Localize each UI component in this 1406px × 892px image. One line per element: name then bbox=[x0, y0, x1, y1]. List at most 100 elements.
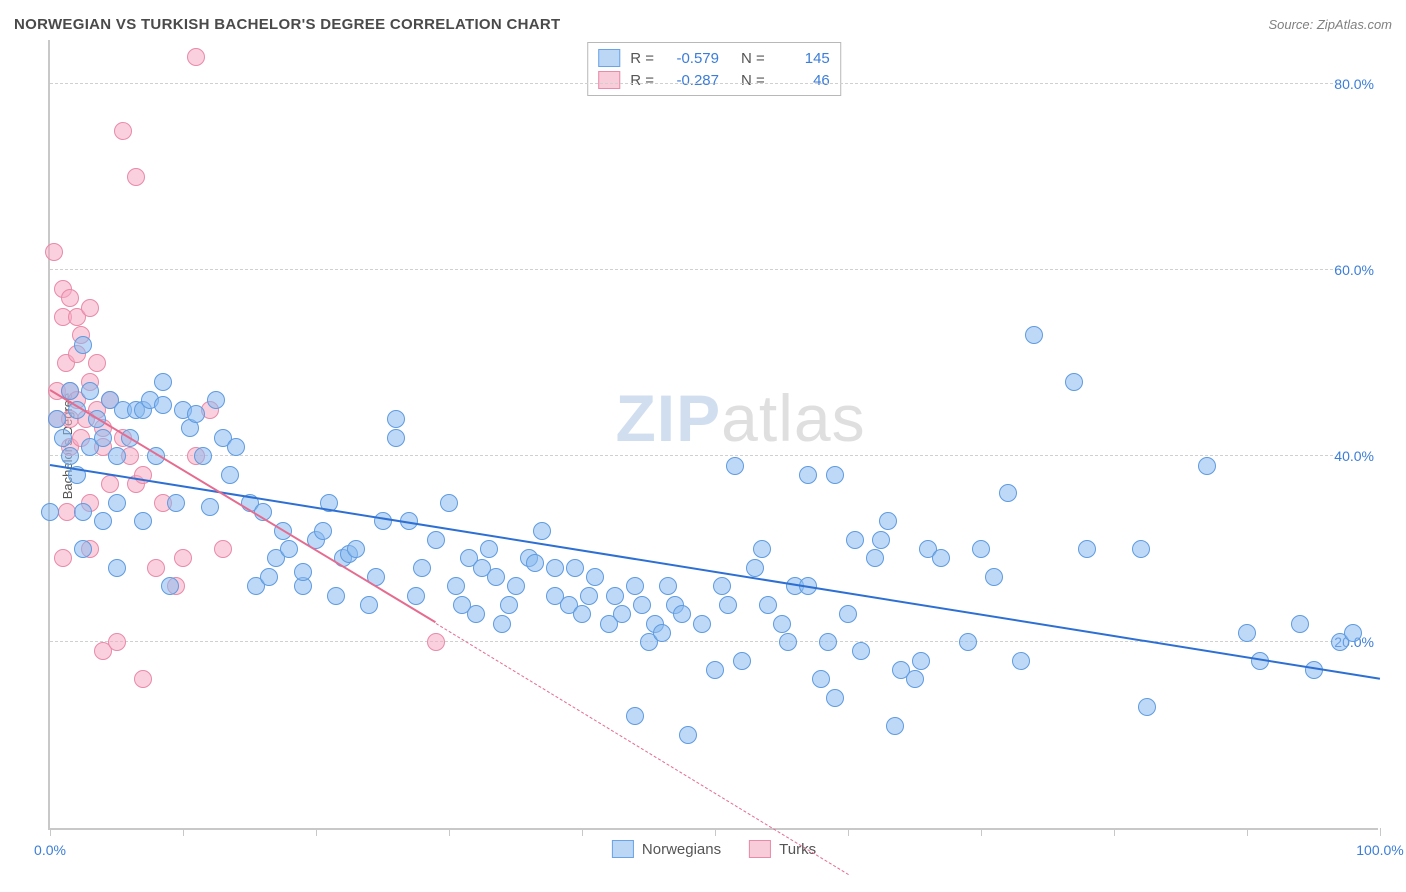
data-point bbox=[493, 615, 511, 633]
data-point bbox=[480, 540, 498, 558]
data-point bbox=[706, 661, 724, 679]
x-tick-label: 0.0% bbox=[34, 842, 66, 858]
data-point bbox=[127, 168, 145, 186]
data-point bbox=[526, 554, 544, 572]
x-tick bbox=[1247, 828, 1248, 836]
data-point bbox=[407, 587, 425, 605]
data-point bbox=[81, 382, 99, 400]
data-point bbox=[985, 568, 1003, 586]
data-point bbox=[134, 670, 152, 688]
data-point bbox=[61, 289, 79, 307]
data-point bbox=[134, 512, 152, 530]
x-tick bbox=[1114, 828, 1115, 836]
data-point bbox=[606, 587, 624, 605]
data-point bbox=[839, 605, 857, 623]
r-value: -0.287 bbox=[664, 72, 719, 89]
data-point bbox=[221, 466, 239, 484]
x-tick bbox=[50, 828, 51, 836]
series-legend: NorwegiansTurks bbox=[612, 840, 816, 858]
data-point bbox=[1291, 615, 1309, 633]
data-point bbox=[719, 596, 737, 614]
data-point bbox=[167, 494, 185, 512]
data-point bbox=[826, 466, 844, 484]
data-point bbox=[932, 549, 950, 567]
data-point bbox=[54, 549, 72, 567]
data-point bbox=[812, 670, 830, 688]
data-point bbox=[613, 605, 631, 623]
r-label: R = bbox=[630, 72, 654, 89]
stats-legend: R =-0.579N =145R =-0.287N =46 bbox=[587, 42, 841, 96]
data-point bbox=[819, 633, 837, 651]
data-point bbox=[187, 405, 205, 423]
x-tick bbox=[316, 828, 317, 836]
x-tick-label: 100.0% bbox=[1356, 842, 1403, 858]
legend-swatch bbox=[598, 49, 620, 67]
y-tick-label: 40.0% bbox=[1334, 448, 1380, 464]
data-point bbox=[194, 447, 212, 465]
data-point bbox=[314, 522, 332, 540]
data-point bbox=[972, 540, 990, 558]
x-tick bbox=[848, 828, 849, 836]
data-point bbox=[94, 429, 112, 447]
gridline bbox=[50, 641, 1378, 642]
gridline bbox=[50, 269, 1378, 270]
data-point bbox=[580, 587, 598, 605]
legend-stat-row: R =-0.287N =46 bbox=[598, 69, 830, 91]
data-point bbox=[154, 373, 172, 391]
x-tick bbox=[449, 828, 450, 836]
data-point bbox=[573, 605, 591, 623]
data-point bbox=[467, 605, 485, 623]
x-tick bbox=[715, 828, 716, 836]
data-point bbox=[440, 494, 458, 512]
data-point bbox=[161, 577, 179, 595]
data-point bbox=[101, 475, 119, 493]
data-point bbox=[154, 396, 172, 414]
data-point bbox=[912, 652, 930, 670]
data-point bbox=[207, 391, 225, 409]
data-point bbox=[713, 577, 731, 595]
data-point bbox=[507, 577, 525, 595]
data-point bbox=[54, 429, 72, 447]
data-point bbox=[327, 587, 345, 605]
data-point bbox=[41, 503, 59, 521]
data-point bbox=[114, 122, 132, 140]
data-point bbox=[108, 633, 126, 651]
data-point bbox=[673, 605, 691, 623]
r-label: R = bbox=[630, 50, 654, 67]
data-point bbox=[846, 531, 864, 549]
data-point bbox=[1012, 652, 1030, 670]
data-point bbox=[360, 596, 378, 614]
watermark-part1: ZIP bbox=[615, 381, 721, 455]
data-point bbox=[88, 354, 106, 372]
gridline bbox=[50, 83, 1378, 84]
data-point bbox=[1065, 373, 1083, 391]
legend-swatch bbox=[749, 840, 771, 858]
data-point bbox=[626, 707, 644, 725]
r-value: -0.579 bbox=[664, 50, 719, 67]
data-point bbox=[94, 512, 112, 530]
x-tick bbox=[981, 828, 982, 836]
data-point bbox=[733, 652, 751, 670]
data-point bbox=[387, 410, 405, 428]
data-point bbox=[227, 438, 245, 456]
plot-area: ZIPatlas R =-0.579N =145R =-0.287N =46 N… bbox=[48, 40, 1378, 830]
data-point bbox=[799, 466, 817, 484]
data-point bbox=[347, 540, 365, 558]
data-point bbox=[108, 447, 126, 465]
data-point bbox=[74, 503, 92, 521]
data-point bbox=[999, 484, 1017, 502]
gridline bbox=[50, 455, 1378, 456]
data-point bbox=[586, 568, 604, 586]
data-point bbox=[852, 642, 870, 660]
data-point bbox=[826, 689, 844, 707]
data-point bbox=[174, 549, 192, 567]
data-point bbox=[108, 494, 126, 512]
data-point bbox=[653, 624, 671, 642]
data-point bbox=[1025, 326, 1043, 344]
data-point bbox=[959, 633, 977, 651]
data-point bbox=[447, 577, 465, 595]
legend-item: Norwegians bbox=[612, 840, 721, 858]
data-point bbox=[74, 336, 92, 354]
data-point bbox=[1238, 624, 1256, 642]
data-point bbox=[566, 559, 584, 577]
